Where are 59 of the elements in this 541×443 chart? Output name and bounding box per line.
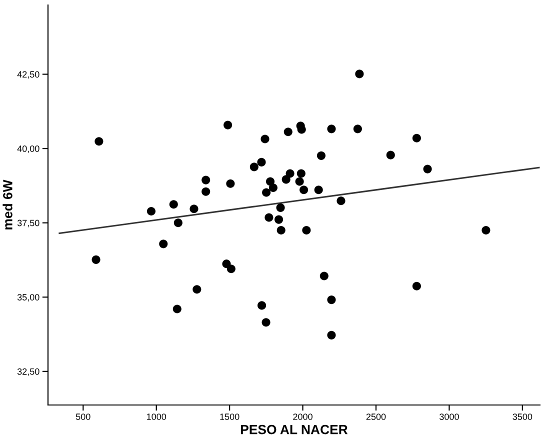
point <box>314 186 323 194</box>
y-axis-title: med 6W <box>2 180 12 230</box>
point <box>192 285 202 294</box>
point <box>302 226 311 235</box>
point <box>260 134 270 144</box>
point <box>282 175 290 184</box>
point <box>92 255 100 264</box>
point <box>336 196 346 206</box>
y-tick-label: 42,50 <box>17 71 40 79</box>
point <box>226 179 235 188</box>
point <box>169 200 178 209</box>
point <box>202 176 210 184</box>
y-tick-label: 40,00 <box>17 146 40 153</box>
point <box>174 218 182 228</box>
point <box>327 296 336 304</box>
point <box>258 301 266 310</box>
y-tick-label: 37,50 <box>17 220 40 228</box>
x-tick-label: 1500 <box>220 414 240 420</box>
point <box>146 206 156 216</box>
point <box>316 151 326 160</box>
point <box>412 134 421 142</box>
point <box>264 213 274 222</box>
point <box>296 169 306 178</box>
point <box>355 70 364 78</box>
point <box>250 162 258 172</box>
point <box>268 183 278 192</box>
point <box>300 186 308 194</box>
point <box>257 158 266 166</box>
point <box>295 177 304 186</box>
x-tick-label: 2000 <box>293 414 312 420</box>
point <box>159 240 168 248</box>
point <box>172 304 182 314</box>
point <box>284 128 292 136</box>
x-tick-label: 3000 <box>440 414 459 420</box>
y-tick-label: 32,50 <box>17 368 40 376</box>
point <box>412 282 421 290</box>
point <box>224 120 232 130</box>
point <box>202 187 210 196</box>
point <box>276 226 286 235</box>
x-tick-label: 3500 <box>512 414 532 420</box>
point <box>482 226 490 235</box>
x-tick-label: 2500 <box>366 414 386 420</box>
point <box>423 164 432 174</box>
point <box>386 150 395 160</box>
point <box>327 330 336 340</box>
y-tick-label: 35,00 <box>17 294 40 302</box>
point <box>327 124 336 134</box>
point <box>262 188 271 197</box>
point <box>226 264 236 274</box>
point <box>353 124 362 134</box>
point <box>190 204 198 214</box>
point <box>320 272 328 280</box>
point <box>276 203 285 212</box>
point <box>94 137 104 146</box>
x-tick-label: 500 <box>76 414 90 420</box>
point <box>262 318 270 327</box>
point <box>274 215 284 224</box>
x-axis-title: PESO AL NACER <box>240 424 348 434</box>
x-tick-label: 1000 <box>147 414 166 420</box>
